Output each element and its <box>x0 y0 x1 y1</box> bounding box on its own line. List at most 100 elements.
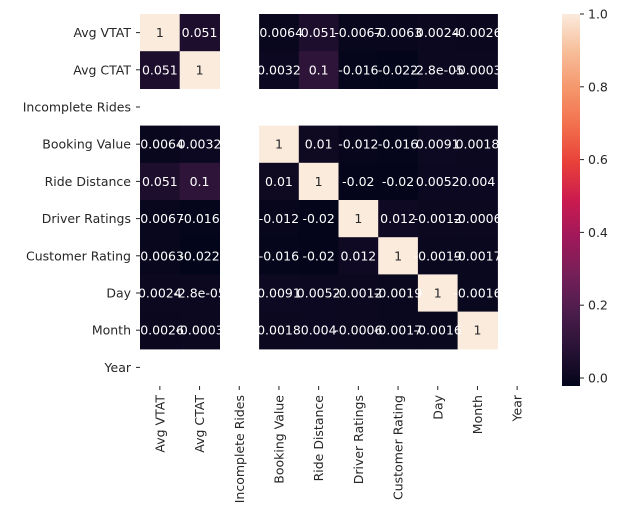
x-tick-label: Avg VTAT <box>152 395 167 453</box>
cell-value-label: 0.0032 <box>257 62 301 77</box>
heatmap-cell <box>338 51 379 89</box>
cell-value-label: -0.0064 <box>136 137 184 152</box>
cell-value-label: -0.0016 <box>453 286 501 301</box>
y-tick-label: Year <box>104 360 132 375</box>
heatmap-cell <box>378 14 419 52</box>
heatmap-cell <box>457 162 498 201</box>
cell-value-label: -0.0026 <box>453 25 501 40</box>
colorbar-gradient <box>562 14 580 386</box>
cell-value-label: 0.0032 <box>178 137 222 152</box>
cell-value-label: 0.01 <box>265 174 293 189</box>
heatmap-cells <box>140 14 498 350</box>
heatmap-cell <box>179 51 220 89</box>
cell-value-label: 0.01 <box>305 137 333 152</box>
heatmap-cell <box>417 200 459 238</box>
colorbar-tick-label: 0.6 <box>588 152 608 167</box>
x-tick-label: Day <box>430 394 445 419</box>
heatmap-cell <box>259 14 300 52</box>
cell-value-label: 0.0052 <box>297 286 341 301</box>
heatmap-cell <box>338 274 379 313</box>
cell-value-label: 0.0091 <box>416 137 460 152</box>
x-tick-label: Avg CTAT <box>192 395 207 453</box>
heatmap-cell <box>179 311 220 350</box>
y-tick-label: Booking Value <box>42 137 131 152</box>
x-tick-label: Booking Value <box>271 395 286 484</box>
heatmap-cell <box>140 162 181 201</box>
heatmap-cell <box>298 237 340 275</box>
heatmap-cell <box>338 162 379 201</box>
heatmap-cell <box>259 125 300 164</box>
heatmap-cell <box>417 237 459 275</box>
heatmap-cell <box>338 237 379 275</box>
cell-value-label: -0.02 <box>302 248 334 263</box>
colorbar-tick-label: 0.0 <box>588 370 608 385</box>
heatmap-cell <box>378 125 419 164</box>
heatmap-cell <box>179 237 220 275</box>
cell-value-label: 1 <box>315 174 323 189</box>
heatmap-cell <box>338 200 379 238</box>
cell-value-label: -0.0003 <box>453 62 501 77</box>
cell-value-label: -0.0067 <box>136 211 184 226</box>
y-tick-label: Avg VTAT <box>73 25 131 40</box>
heatmap-cell <box>298 274 340 313</box>
y-tick-label: Driver Ratings <box>42 211 131 226</box>
cell-value-label: 0.0024 <box>138 286 182 301</box>
y-tick-label: Month <box>92 323 131 338</box>
y-axis: Avg VTAT Avg CTAT Incomplete Rides Booking … <box>23 25 140 375</box>
heatmap-cell <box>417 274 459 313</box>
cell-value-label: -0.0019 <box>374 286 422 301</box>
cell-value-label: -0.022 <box>378 62 418 77</box>
heatmap-cell <box>378 51 419 89</box>
cell-value-label: 1 <box>275 137 283 152</box>
heatmap-cell <box>338 14 379 52</box>
cell-value-label: 1 <box>354 211 362 226</box>
cell-value-label: 0.1 <box>190 174 210 189</box>
cell-value-label: 0.051 <box>142 174 178 189</box>
y-tick-label: Day <box>106 286 131 301</box>
cell-value-label: -0.0064 <box>255 25 303 40</box>
cell-value-label: -2.8e-05 <box>173 286 226 301</box>
heatmap-cell <box>179 200 220 238</box>
heatmap-cell <box>179 125 220 164</box>
cell-value-label: -0.0017 <box>453 248 501 263</box>
cell-value-label: -2.8e-05 <box>412 62 465 77</box>
cell-value-label: -0.016 <box>378 137 418 152</box>
cell-value-label: 1 <box>196 62 204 77</box>
heatmap-cell <box>338 125 379 164</box>
cell-value-label: 0.004 <box>460 174 496 189</box>
heatmap-cell <box>457 237 498 275</box>
cell-value-label: 0.051 <box>142 62 178 77</box>
heatmap-cell <box>417 51 459 89</box>
cell-value-label: 0.012 <box>340 248 376 263</box>
heatmap-cell <box>298 14 340 52</box>
x-tick-label: Ride Distance <box>311 395 326 482</box>
x-tick-label: Driver Ratings <box>351 395 366 484</box>
heatmap-cell <box>378 200 419 238</box>
cell-value-label: 0.1 <box>309 62 329 77</box>
cell-value-label: -0.0063 <box>374 25 422 40</box>
heatmap-cell <box>378 274 419 313</box>
cell-value-label: -0.02 <box>382 174 414 189</box>
colorbar-tick-label: 0.2 <box>588 298 608 313</box>
cell-value-label: -0.016 <box>179 211 219 226</box>
heatmap-cell <box>457 51 498 89</box>
cell-value-label: -0.02 <box>342 174 374 189</box>
cell-value-label: -0.016 <box>338 62 378 77</box>
cell-value-label: 0.0018 <box>456 137 500 152</box>
heatmap-cell <box>259 200 300 238</box>
x-tick-label: Incomplete Rides <box>232 395 247 503</box>
cell-value-label: 1 <box>156 25 164 40</box>
heatmap-cell <box>298 125 340 164</box>
cell-value-label: -0.016 <box>259 248 299 263</box>
cell-value-label: -0.0003 <box>175 323 223 338</box>
heatmap-cell <box>140 200 181 238</box>
cell-value-label: -0.0012 <box>414 211 462 226</box>
x-tick-label: Year <box>510 394 525 422</box>
heatmap-cell <box>457 14 498 52</box>
colorbar: 0.0 0.2 0.4 0.6 0.8 1.0 <box>562 7 608 386</box>
cell-value-label: -0.0016 <box>414 323 462 338</box>
cell-value-label: -0.0017 <box>374 323 422 338</box>
cell-value-label: -0.012 <box>259 211 299 226</box>
cell-value-label: -0.0067 <box>334 25 382 40</box>
cell-value-label: 0.051 <box>301 25 337 40</box>
